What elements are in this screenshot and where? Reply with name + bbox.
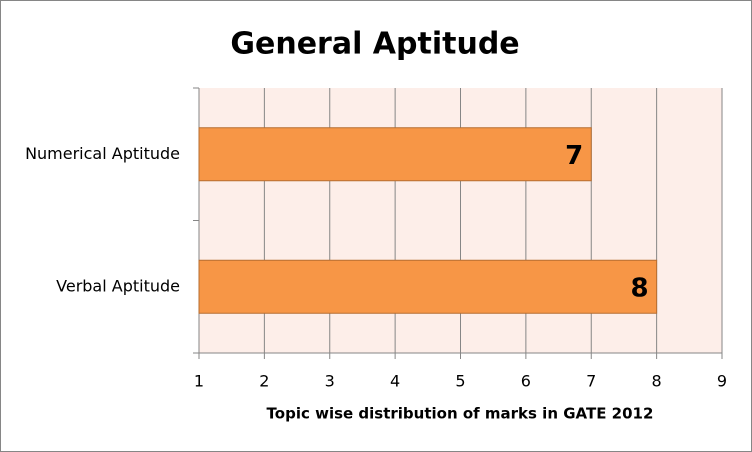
x-tick-label: 2 (259, 372, 269, 391)
x-tick-label: 5 (455, 372, 465, 391)
y-tick-label: Verbal Aptitude (56, 276, 180, 295)
x-tick-label: 6 (521, 372, 531, 391)
x-tick-label: 4 (390, 372, 400, 391)
bar (198, 259, 658, 314)
x-tick-label: 8 (652, 372, 662, 391)
x-axis-title: Topic wise distribution of marks in GATE… (267, 405, 654, 423)
x-tick-label: 3 (325, 372, 335, 391)
data-label: 8 (631, 273, 649, 303)
x-tick-label: 1 (194, 372, 204, 391)
chart-title: General Aptitude (230, 27, 519, 62)
data-label: 7 (565, 141, 583, 171)
y-tick-label: Numerical Aptitude (25, 144, 180, 163)
bar (198, 127, 592, 182)
x-tick-label: 7 (586, 372, 596, 391)
x-tick-label: 9 (717, 372, 727, 391)
